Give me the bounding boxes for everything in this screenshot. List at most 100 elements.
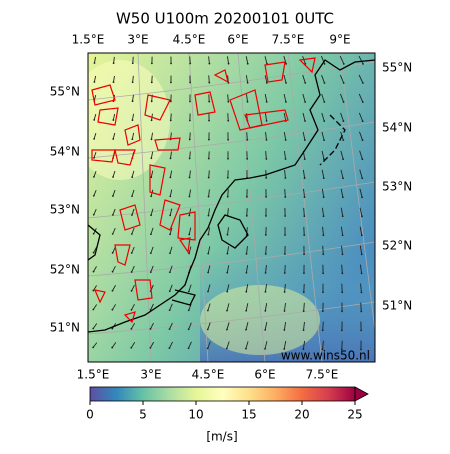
wind-arrow-head xyxy=(169,176,171,178)
coordinate-label: 1.5°E xyxy=(72,33,105,47)
wind-arrow-head xyxy=(284,272,286,274)
wind-arrow-head xyxy=(361,215,363,217)
wind-arrow-head xyxy=(169,347,171,349)
wind-arrow-head xyxy=(188,309,190,311)
wind-arrow-head xyxy=(132,119,134,121)
wind-arrow-head xyxy=(227,101,229,103)
wind-arrow-head xyxy=(169,271,171,273)
wind-arrow-head xyxy=(361,158,363,160)
wind-arrow-head xyxy=(151,62,153,64)
wind-arrow-head xyxy=(169,328,171,330)
colorbar-tick-label: 5 xyxy=(139,408,147,422)
wind-arrow-head xyxy=(264,310,266,312)
title: W50 U100m 20200101 0UTC xyxy=(116,10,334,28)
colorbar xyxy=(90,387,355,401)
wind-arrow-head xyxy=(208,82,210,84)
wind-arrow-head xyxy=(342,177,344,179)
wind-arrow-head xyxy=(228,63,230,65)
wind-arrow-head xyxy=(265,177,267,179)
wind-arrow-head xyxy=(208,101,210,103)
colorbar-tick-label: 25 xyxy=(347,408,362,422)
wind-arrow-head xyxy=(150,157,152,159)
wind-arrow-head xyxy=(284,310,286,312)
wind-arrow-head xyxy=(132,100,134,102)
wind-arrow-head xyxy=(150,328,152,330)
wind-arrow-head xyxy=(323,101,325,103)
coordinate-label: 55°N xyxy=(50,85,80,99)
wind-arrow-head xyxy=(132,81,134,83)
wind-arrow-head xyxy=(207,272,209,274)
wind-arrow-head xyxy=(170,120,172,122)
wind-arrow-head xyxy=(285,139,287,141)
wind-arrow-head xyxy=(92,290,94,292)
colorbar-label: [m/s] xyxy=(206,430,237,444)
colorbar-tick-label: 15 xyxy=(241,408,256,422)
wind-arrow-head xyxy=(285,63,287,65)
wind-arrow-head xyxy=(304,101,306,103)
wind-arrow-head xyxy=(360,330,362,332)
coordinate-label: 54°N xyxy=(382,121,412,135)
wind-arrow-head xyxy=(304,196,306,198)
wind-arrow-head xyxy=(188,215,190,217)
wind-arrow-head xyxy=(246,196,248,198)
wind-arrow-head xyxy=(170,82,172,84)
wind-arrow-head xyxy=(323,196,325,198)
wind-arrow-head xyxy=(284,215,286,217)
wind-arrow-head xyxy=(208,139,210,141)
wind-arrow-head xyxy=(361,272,363,274)
wind-arrow-head xyxy=(304,139,306,141)
coordinate-label: 52°N xyxy=(382,239,412,253)
wind-arrow-head xyxy=(285,158,287,160)
wind-arrow-head xyxy=(322,310,324,312)
wind-arrow-head xyxy=(227,177,229,179)
coordinate-label: 3°E xyxy=(140,368,161,382)
wind-arrow-head xyxy=(264,329,266,331)
wind-arrow-head xyxy=(342,253,344,255)
wind-arrow-head xyxy=(207,347,209,349)
wind-arrow-head xyxy=(304,177,306,179)
wind-arrow-head xyxy=(189,139,191,141)
wind-arrow-head xyxy=(265,291,267,293)
coordinate-label: 7.5°E xyxy=(306,368,339,382)
wind-arrow-head xyxy=(93,138,95,140)
wind-arrow-head xyxy=(112,252,114,254)
wind-arrow-head xyxy=(93,157,95,159)
wind-arrow-head xyxy=(189,101,191,103)
wind-arrow-head xyxy=(188,328,190,330)
colorbar-tick-label: 0 xyxy=(86,408,94,422)
wind-arrow-head xyxy=(169,290,171,292)
wind-arrow-head xyxy=(362,120,364,122)
wind-arrow-head xyxy=(189,120,191,122)
wind-arrow-head xyxy=(227,158,229,160)
wind-arrow-head xyxy=(112,119,114,121)
wind-arrow-head xyxy=(131,214,133,216)
coordinate-label: 52°N xyxy=(50,263,80,277)
coordinate-label: 51°N xyxy=(382,299,412,313)
wind-arrow-head xyxy=(247,101,249,103)
wind-arrow-head xyxy=(266,139,268,141)
wind-arrow-head xyxy=(265,253,267,255)
wind-arrow-head xyxy=(323,139,325,141)
wind-arrow-head xyxy=(304,82,306,84)
wind-arrow-head xyxy=(245,348,247,350)
wind-arrow-head xyxy=(151,81,153,83)
wind-arrow-head xyxy=(343,63,345,65)
wind-arrow-head xyxy=(131,233,133,235)
coordinate-label: 6°E xyxy=(227,33,248,47)
wind-arrow-head xyxy=(169,309,171,311)
wind-arrow-head xyxy=(130,347,132,349)
wind-arrow-head xyxy=(188,234,190,236)
wind-arrow-head xyxy=(265,272,267,274)
wind-arrow-head xyxy=(226,253,228,255)
wind-arrow-head xyxy=(169,195,171,197)
wind-arrow-head xyxy=(111,309,113,311)
wind-arrow-head xyxy=(226,348,228,350)
wind-arrow-head xyxy=(150,214,152,216)
wind-arrow-head xyxy=(208,177,210,179)
wind-arrow-head xyxy=(131,252,133,254)
wind-arrow-head xyxy=(169,233,171,235)
coordinate-label: 53°N xyxy=(50,203,80,217)
wind-arrow-head xyxy=(189,196,191,198)
wind-arrow-head xyxy=(245,291,247,293)
coordinate-label: 7.5°E xyxy=(272,33,305,47)
